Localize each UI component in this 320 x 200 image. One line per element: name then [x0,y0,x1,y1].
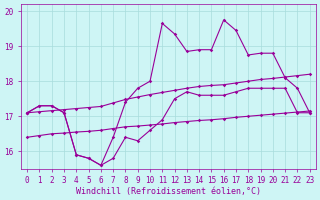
X-axis label: Windchill (Refroidissement éolien,°C): Windchill (Refroidissement éolien,°C) [76,187,261,196]
